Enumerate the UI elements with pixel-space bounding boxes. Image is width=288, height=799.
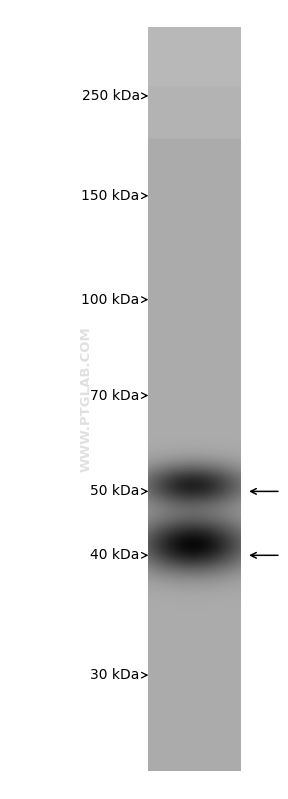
Text: 50 kDa: 50 kDa xyxy=(90,484,140,499)
Text: 30 kDa: 30 kDa xyxy=(90,668,140,682)
Text: 150 kDa: 150 kDa xyxy=(82,189,140,203)
Text: 100 kDa: 100 kDa xyxy=(82,292,140,307)
Text: 250 kDa: 250 kDa xyxy=(82,89,140,103)
Text: 70 kDa: 70 kDa xyxy=(90,388,140,403)
Text: 40 kDa: 40 kDa xyxy=(90,548,140,562)
Text: WWW.PTGLAB.COM: WWW.PTGLAB.COM xyxy=(80,327,93,472)
